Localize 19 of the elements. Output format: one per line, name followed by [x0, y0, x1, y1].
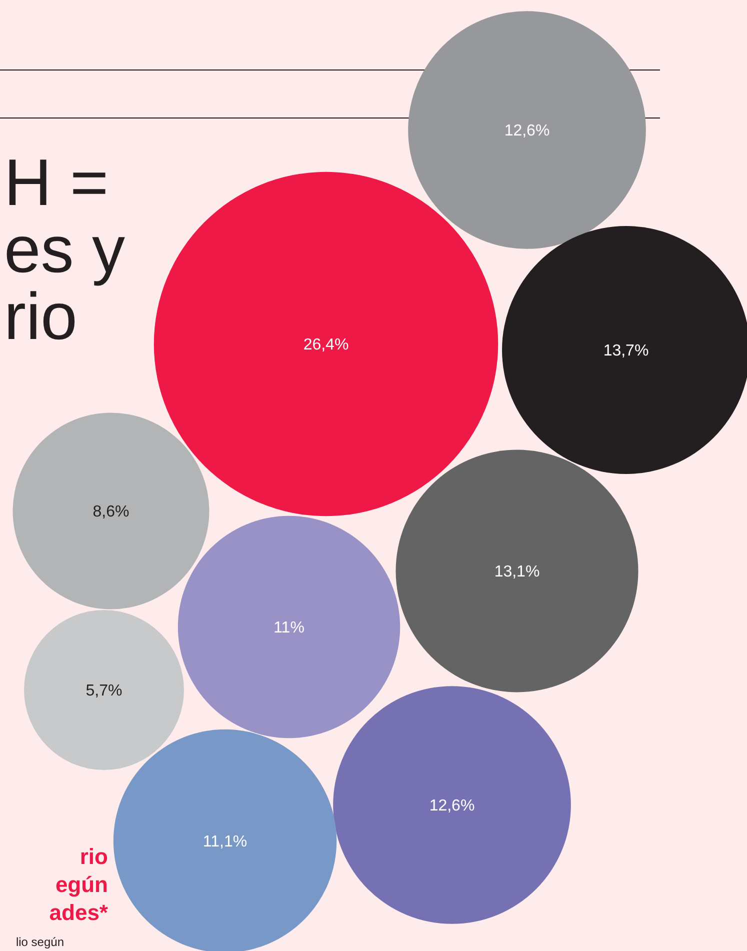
circle: 12,6% [333, 686, 571, 924]
text: H = es y rio [4, 145, 126, 353]
circle: 11% [178, 516, 400, 738]
data-label: 13,1% [494, 564, 540, 581]
data-label: 8,6% [92, 504, 130, 521]
circle: 26,4% [154, 172, 498, 516]
data-label: 11,1% [202, 834, 248, 851]
data-label: 12,6% [429, 798, 475, 815]
circle: 5,7% [24, 610, 184, 770]
data-label: 26,4% [303, 336, 349, 354]
data-label: 11% [274, 620, 304, 637]
text: lio según [16, 935, 64, 949]
circle: 12,6% [408, 11, 646, 249]
circle: 13,1% [396, 450, 638, 692]
data-label: 13,7% [603, 342, 649, 360]
data-label: 12,6% [504, 122, 550, 140]
text: rio egún ades* [49, 844, 108, 925]
data-label: 5,7% [86, 682, 122, 700]
circle: 8,6% [12, 412, 210, 610]
